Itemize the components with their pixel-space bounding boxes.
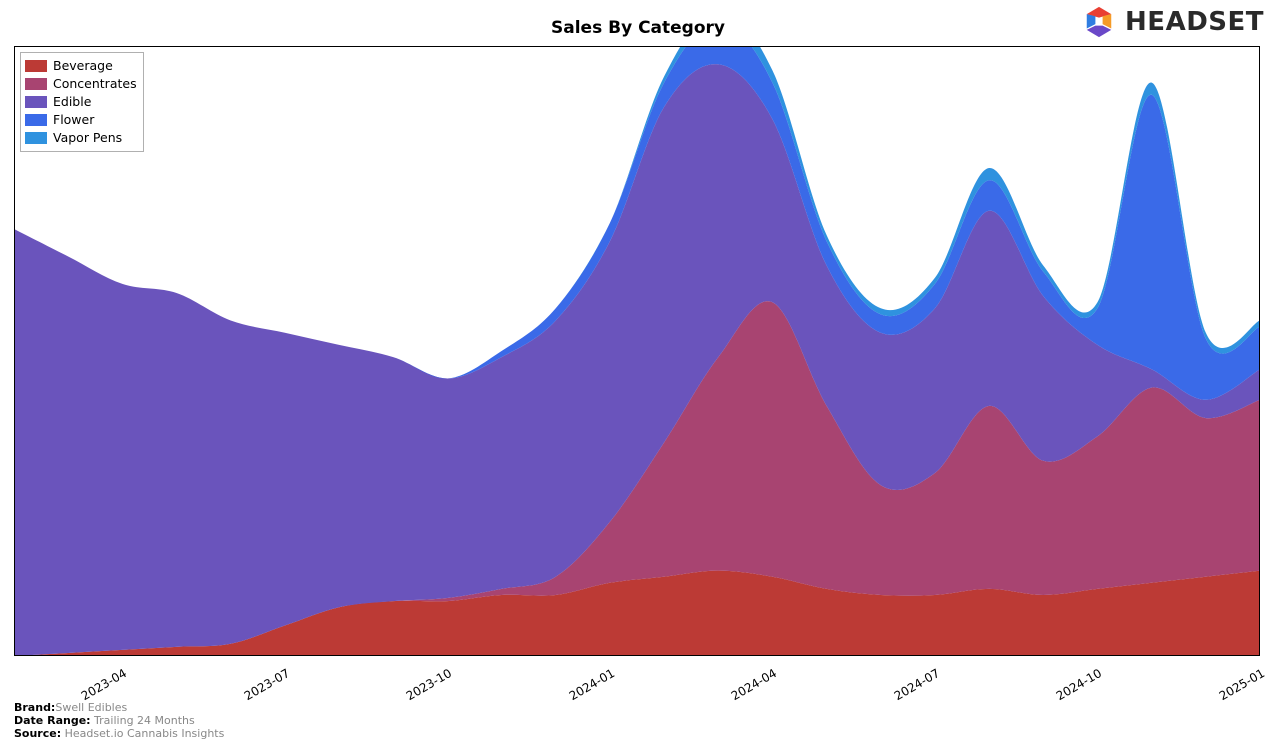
legend-swatch xyxy=(25,114,47,126)
x-tick-label: 2024-07 xyxy=(892,666,942,703)
x-tick-label: 2025-01 xyxy=(1217,666,1267,703)
plot-area: BeverageConcentratesEdibleFlowerVapor Pe… xyxy=(14,46,1260,656)
legend-label: Flower xyxy=(53,111,94,129)
chart-meta: Brand:Swell Edibles Date Range: Trailing… xyxy=(14,701,224,740)
legend-label: Vapor Pens xyxy=(53,129,122,147)
legend-swatch xyxy=(25,78,47,90)
legend-swatch xyxy=(25,60,47,72)
headset-logo-icon xyxy=(1081,4,1117,40)
legend-label: Concentrates xyxy=(53,75,137,93)
meta-source: Source: Headset.io Cannabis Insights xyxy=(14,727,224,740)
legend-swatch xyxy=(25,132,47,144)
meta-date-range: Date Range: Trailing 24 Months xyxy=(14,714,224,727)
headset-logo: HEADSET xyxy=(1081,4,1264,40)
chart-container: { "chart": { "type": "stacked-area", "ti… xyxy=(0,0,1276,746)
x-tick-label: 2023-07 xyxy=(241,666,291,703)
legend-item-flower: Flower xyxy=(25,111,137,129)
x-tick-label: 2024-04 xyxy=(729,666,779,703)
x-tick-label: 2023-10 xyxy=(404,666,454,703)
meta-brand: Brand:Swell Edibles xyxy=(14,701,224,714)
legend-item-edible: Edible xyxy=(25,93,137,111)
legend-swatch xyxy=(25,96,47,108)
legend-item-concentrates: Concentrates xyxy=(25,75,137,93)
legend-item-beverage: Beverage xyxy=(25,57,137,75)
x-tick-label: 2024-10 xyxy=(1054,666,1104,703)
legend-item-vapor-pens: Vapor Pens xyxy=(25,129,137,147)
headset-logo-text: HEADSET xyxy=(1125,7,1264,37)
x-tick-label: 2024-01 xyxy=(566,666,616,703)
legend-label: Beverage xyxy=(53,57,113,75)
legend-label: Edible xyxy=(53,93,91,111)
stacked-area-svg xyxy=(14,46,1260,656)
x-tick-label: 2023-04 xyxy=(79,666,129,703)
legend: BeverageConcentratesEdibleFlowerVapor Pe… xyxy=(20,52,144,152)
